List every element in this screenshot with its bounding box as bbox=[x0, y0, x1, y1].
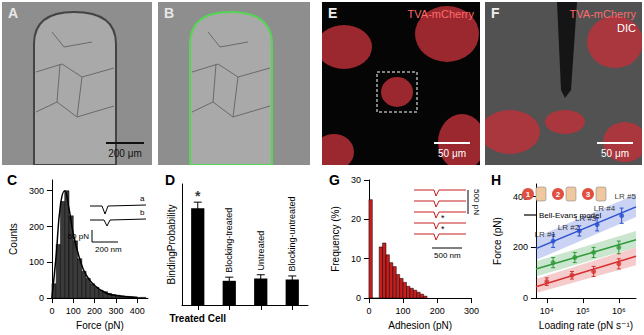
svg-text:0: 0 bbox=[49, 306, 54, 316]
svg-text:Frequency (%): Frequency (%) bbox=[330, 206, 341, 272]
svg-text:B: B bbox=[164, 5, 174, 21]
svg-text:300: 300 bbox=[29, 186, 44, 196]
svg-text:0: 0 bbox=[356, 293, 361, 303]
svg-text:Force (pN): Force (pN) bbox=[76, 320, 124, 331]
svg-text:Bell-Evans model: Bell-Evans model bbox=[539, 211, 601, 220]
svg-text:C: C bbox=[7, 172, 17, 188]
svg-text:D: D bbox=[165, 172, 175, 188]
svg-text:50 μm: 50 μm bbox=[601, 148, 629, 159]
svg-text:400: 400 bbox=[512, 191, 528, 202]
svg-text:LR #2: LR #2 bbox=[558, 223, 580, 232]
svg-text:30: 30 bbox=[351, 175, 361, 185]
svg-text:200: 200 bbox=[430, 306, 445, 316]
svg-text:H: H bbox=[491, 172, 501, 188]
svg-text:Blocking-untreated: Blocking-untreated bbox=[287, 197, 297, 272]
svg-text:Treated Cell: Treated Cell bbox=[169, 313, 226, 324]
svg-text:100: 100 bbox=[66, 306, 81, 316]
svg-text:500 nm: 500 nm bbox=[434, 251, 461, 260]
svg-text:200: 200 bbox=[513, 242, 528, 252]
svg-text:60 pN: 60 pN bbox=[68, 232, 90, 241]
svg-text:Adhesion (pN): Adhesion (pN) bbox=[388, 320, 452, 331]
svg-text:F: F bbox=[491, 5, 500, 21]
svg-text:A: A bbox=[8, 5, 18, 21]
svg-text:300: 300 bbox=[464, 306, 479, 316]
svg-text:200: 200 bbox=[29, 222, 44, 232]
svg-text:G: G bbox=[329, 172, 340, 188]
svg-text:3: 3 bbox=[586, 190, 591, 199]
svg-text:Counts: Counts bbox=[8, 223, 19, 255]
svg-text:300: 300 bbox=[108, 306, 123, 316]
svg-text:a: a bbox=[140, 194, 145, 203]
svg-text:10⁵: 10⁵ bbox=[576, 306, 590, 316]
svg-text:b: b bbox=[140, 208, 145, 217]
svg-text:Force (pN): Force (pN) bbox=[492, 217, 503, 265]
svg-text:LR #1: LR #1 bbox=[534, 230, 556, 239]
svg-text:200: 200 bbox=[87, 306, 102, 316]
svg-text:LR #5: LR #5 bbox=[614, 192, 636, 201]
svg-text:TVA-mCherry: TVA-mCherry bbox=[408, 8, 475, 20]
svg-text:*: * bbox=[441, 213, 445, 223]
svg-text:50 μm: 50 μm bbox=[438, 148, 466, 159]
svg-text:Loading rate (pN s⁻¹): Loading rate (pN s⁻¹) bbox=[539, 320, 633, 331]
svg-text:TVA-mCherry: TVA-mCherry bbox=[570, 8, 637, 20]
svg-text:0: 0 bbox=[39, 293, 44, 303]
svg-text:500 pN: 500 pN bbox=[472, 189, 481, 215]
svg-text:0: 0 bbox=[366, 306, 371, 316]
svg-text:100: 100 bbox=[29, 257, 44, 267]
svg-text:DIC: DIC bbox=[617, 22, 636, 34]
svg-text:2: 2 bbox=[556, 190, 561, 199]
svg-text:*: * bbox=[195, 188, 201, 204]
svg-text:E: E bbox=[328, 5, 337, 21]
svg-text:Blocking-treated: Blocking-treated bbox=[224, 208, 234, 273]
svg-text:1: 1 bbox=[526, 190, 531, 199]
svg-text:10⁶: 10⁶ bbox=[612, 306, 626, 316]
svg-text:20: 20 bbox=[351, 214, 361, 224]
svg-text:10⁴: 10⁴ bbox=[540, 306, 554, 316]
svg-text:100: 100 bbox=[396, 306, 411, 316]
svg-text:400: 400 bbox=[130, 306, 145, 316]
svg-text:0: 0 bbox=[523, 293, 528, 303]
svg-text:200 nm: 200 nm bbox=[95, 245, 122, 254]
svg-text:LR #4: LR #4 bbox=[593, 203, 616, 213]
svg-text:*: * bbox=[441, 224, 445, 234]
svg-text:200 μm: 200 μm bbox=[108, 148, 142, 159]
svg-text:Untreated: Untreated bbox=[256, 231, 266, 271]
svg-text:BindingProbability: BindingProbability bbox=[166, 204, 177, 284]
svg-text:10: 10 bbox=[351, 254, 361, 264]
